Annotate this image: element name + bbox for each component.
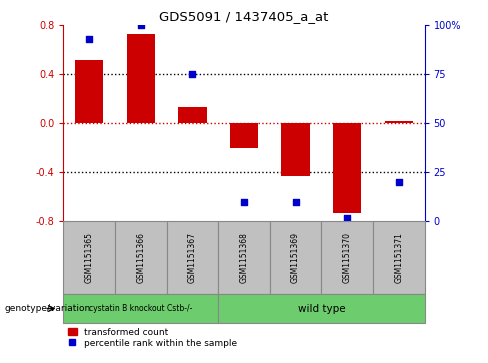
- Bar: [127, 34, 155, 123]
- Bar: [333, 123, 362, 213]
- Bar: [166, 221, 218, 294]
- Bar: [115, 221, 166, 294]
- Text: GSM1151366: GSM1151366: [136, 232, 145, 283]
- Text: cystatin B knockout Cstb-/-: cystatin B knockout Cstb-/-: [89, 304, 192, 313]
- Text: wild type: wild type: [298, 303, 345, 314]
- Bar: [63, 221, 115, 294]
- Point: [85, 36, 93, 42]
- Title: GDS5091 / 1437405_a_at: GDS5091 / 1437405_a_at: [159, 10, 329, 23]
- Point: [343, 215, 351, 220]
- Text: genotype/variation: genotype/variation: [5, 304, 91, 313]
- Text: GSM1151371: GSM1151371: [394, 232, 403, 283]
- Bar: [230, 123, 258, 148]
- Text: GSM1151367: GSM1151367: [188, 232, 197, 283]
- Point: [137, 23, 145, 28]
- Text: GSM1151368: GSM1151368: [240, 232, 248, 283]
- Bar: [178, 107, 206, 123]
- Bar: [270, 221, 322, 294]
- Bar: [218, 221, 270, 294]
- Bar: [385, 121, 413, 123]
- Bar: [373, 221, 425, 294]
- Bar: [63, 294, 218, 323]
- Bar: [322, 221, 373, 294]
- Legend: transformed count, percentile rank within the sample: transformed count, percentile rank withi…: [68, 327, 237, 348]
- Bar: [282, 123, 310, 176]
- Bar: [218, 294, 425, 323]
- Point: [395, 179, 403, 185]
- Bar: [75, 60, 103, 123]
- Point: [292, 199, 300, 205]
- Text: GSM1151369: GSM1151369: [291, 232, 300, 283]
- Text: GSM1151365: GSM1151365: [85, 232, 94, 283]
- Text: GSM1151370: GSM1151370: [343, 232, 352, 283]
- Point: [188, 72, 196, 77]
- Point: [240, 199, 248, 205]
